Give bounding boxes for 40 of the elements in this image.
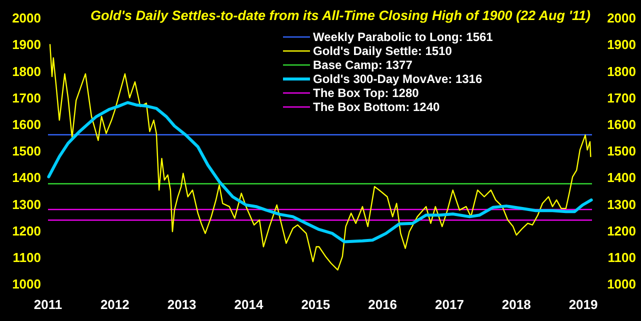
- x-tick-label: 2014: [234, 297, 264, 312]
- y2-tick-label: 1100: [608, 250, 636, 265]
- y-tick-label: 2000: [12, 10, 41, 26]
- x-tick-label: 2012: [100, 297, 130, 312]
- y-tick-label: 1400: [12, 170, 41, 186]
- y2-tick-label: 1000: [607, 276, 636, 292]
- legend-label: Gold's 300-Day MovAve: 1316: [313, 72, 482, 86]
- x-tick-label: 2019: [568, 297, 598, 312]
- y-tick-label: 1800: [12, 64, 41, 79]
- y-tick-label: 1100: [12, 250, 41, 265]
- y2-tick-label: 1500: [607, 144, 636, 159]
- x-tick-label: 2015: [301, 297, 330, 312]
- x-tick-label: 2016: [368, 297, 398, 312]
- legend-label: Gold's Daily Settle: 1510: [313, 44, 452, 58]
- y-tick-label: 1600: [12, 116, 41, 132]
- y2-tick-label: 1200: [607, 223, 636, 238]
- y2-tick-label: 2000: [607, 10, 636, 26]
- x-tick-label: 2013: [167, 297, 196, 312]
- legend-label: Weekly Parabolic to Long: 1561: [313, 30, 494, 44]
- y-tick-label: 1900: [12, 37, 41, 52]
- x-tick-label: 2011: [34, 297, 62, 312]
- line-series: [49, 44, 592, 270]
- y-tick-label: 1700: [12, 90, 41, 106]
- y2-tick-label: 1700: [607, 90, 636, 106]
- x-tick-label: 2017: [435, 297, 464, 312]
- y2-tick-label: 1800: [607, 64, 636, 79]
- chart-title: Gold's Daily Settles-to-date from its All-Time Closing High of 1900 (22 Aug '11): [90, 8, 591, 23]
- y-tick-label: 1200: [12, 223, 41, 238]
- y2-tick-label: 1300: [607, 196, 636, 212]
- y2-tick-label: 1600: [607, 116, 636, 132]
- y-tick-label: 1000: [12, 276, 41, 292]
- legend-label: Base Camp: 1377: [313, 58, 413, 72]
- x-tick-label: 2018: [502, 297, 531, 312]
- legend-label: The Box Top: 1280: [313, 86, 420, 100]
- y2-tick-label: 1400: [607, 170, 636, 186]
- legend-label: The Box Bottom: 1240: [313, 100, 440, 114]
- y2-tick-label: 1900: [607, 37, 636, 52]
- y-tick-label: 1300: [12, 196, 41, 212]
- line-series: [47, 101, 593, 244]
- y-tick-label: 1500: [12, 144, 41, 159]
